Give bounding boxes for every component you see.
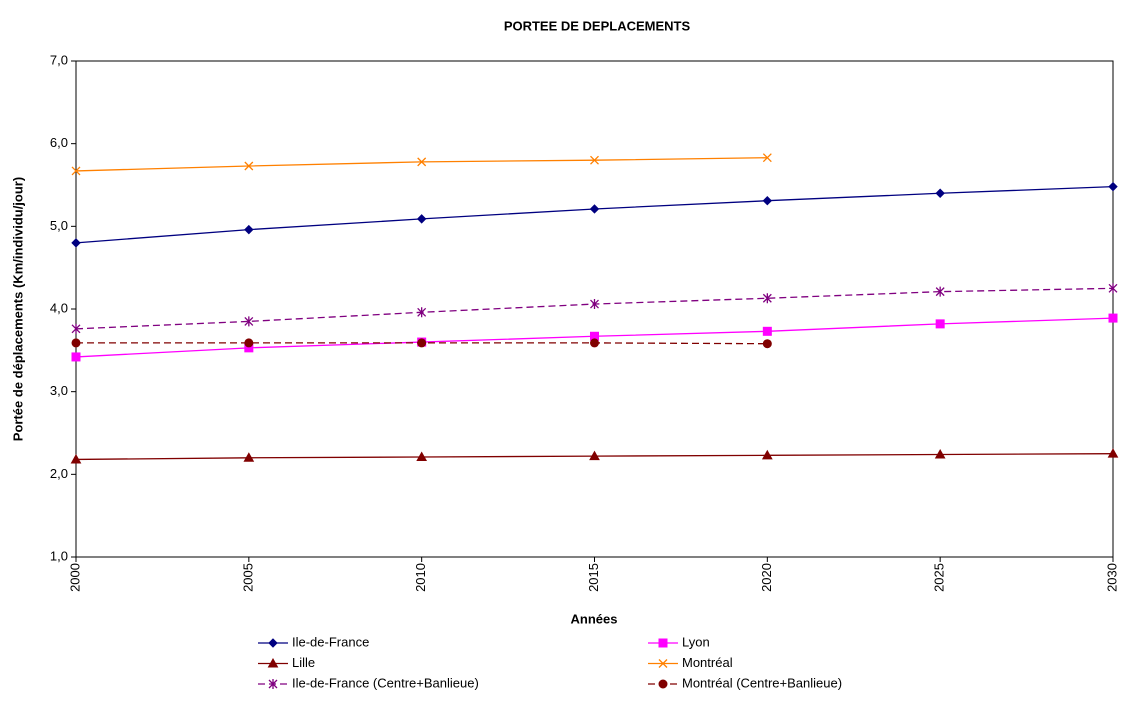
- marker: [70, 453, 82, 464]
- legend-label: Lille: [292, 655, 315, 670]
- x-tick-label: 2020: [759, 563, 774, 592]
- legend-label: Lyon: [682, 634, 710, 649]
- marker: [417, 157, 427, 167]
- marker: [71, 352, 81, 362]
- x-tick-label: 2030: [1104, 563, 1119, 592]
- legend-label: Ile-de-France: [292, 634, 369, 649]
- y-tick-label: 7,0: [50, 52, 68, 67]
- marker: [243, 452, 255, 462]
- x-tick-label: 2000: [67, 563, 82, 592]
- marker: [589, 450, 600, 461]
- legend-marker: [267, 657, 279, 668]
- y-tick-label: 6,0: [50, 135, 68, 150]
- x-tick-label: 2015: [586, 563, 601, 592]
- marker: [416, 451, 428, 461]
- marker: [71, 166, 81, 176]
- y-tick-label: 2,0: [50, 466, 68, 481]
- marker: [761, 449, 773, 460]
- series-line: [75, 157, 768, 172]
- y-tick-label: 5,0: [50, 218, 68, 233]
- legend-label: Montréal (Centre+Banlieue): [682, 675, 842, 690]
- marker: [244, 224, 254, 235]
- marker: [1108, 181, 1118, 192]
- marker: [71, 238, 81, 248]
- y-tick-label: 4,0: [50, 300, 68, 315]
- marker: [762, 195, 773, 206]
- legend-marker: [658, 638, 668, 648]
- marker: [244, 316, 254, 327]
- series-line: [75, 186, 1114, 244]
- marker: [762, 326, 772, 336]
- marker: [589, 204, 600, 214]
- marker: [71, 338, 81, 348]
- marker: [590, 155, 599, 165]
- marker: [1107, 448, 1119, 458]
- x-axis-label: Années: [571, 611, 618, 626]
- marker: [417, 307, 427, 318]
- chart-title: PORTEE DE DEPLACEMENTS: [504, 18, 691, 33]
- marker: [935, 286, 945, 297]
- x-tick-label: 2025: [932, 563, 947, 592]
- marker: [590, 299, 599, 310]
- marker: [244, 338, 254, 348]
- marker: [590, 338, 599, 348]
- legend-label: Montréal: [682, 655, 733, 670]
- marker: [935, 188, 945, 198]
- legend-marker: [658, 679, 668, 689]
- x-tick-label: 2005: [240, 563, 255, 592]
- marker: [762, 293, 772, 304]
- marker: [935, 319, 945, 329]
- marker: [762, 339, 772, 349]
- marker: [417, 338, 427, 348]
- marker: [1108, 313, 1118, 323]
- x-tick-label: 2010: [413, 563, 428, 592]
- marker: [71, 323, 81, 334]
- marker: [416, 214, 427, 224]
- marker: [1108, 283, 1118, 294]
- y-tick-label: 1,0: [50, 548, 68, 563]
- y-tick-label: 3,0: [50, 383, 68, 398]
- legend-marker: [658, 659, 668, 668]
- marker: [934, 448, 946, 459]
- legend-label: Ile-de-France (Centre+Banlieue): [292, 675, 479, 690]
- marker: [762, 153, 772, 163]
- legend-marker: [268, 679, 278, 689]
- legend-marker: [268, 638, 278, 648]
- marker: [244, 161, 254, 171]
- y-axis-label: Portée de déplacements (Km/individu/jour…: [10, 177, 25, 441]
